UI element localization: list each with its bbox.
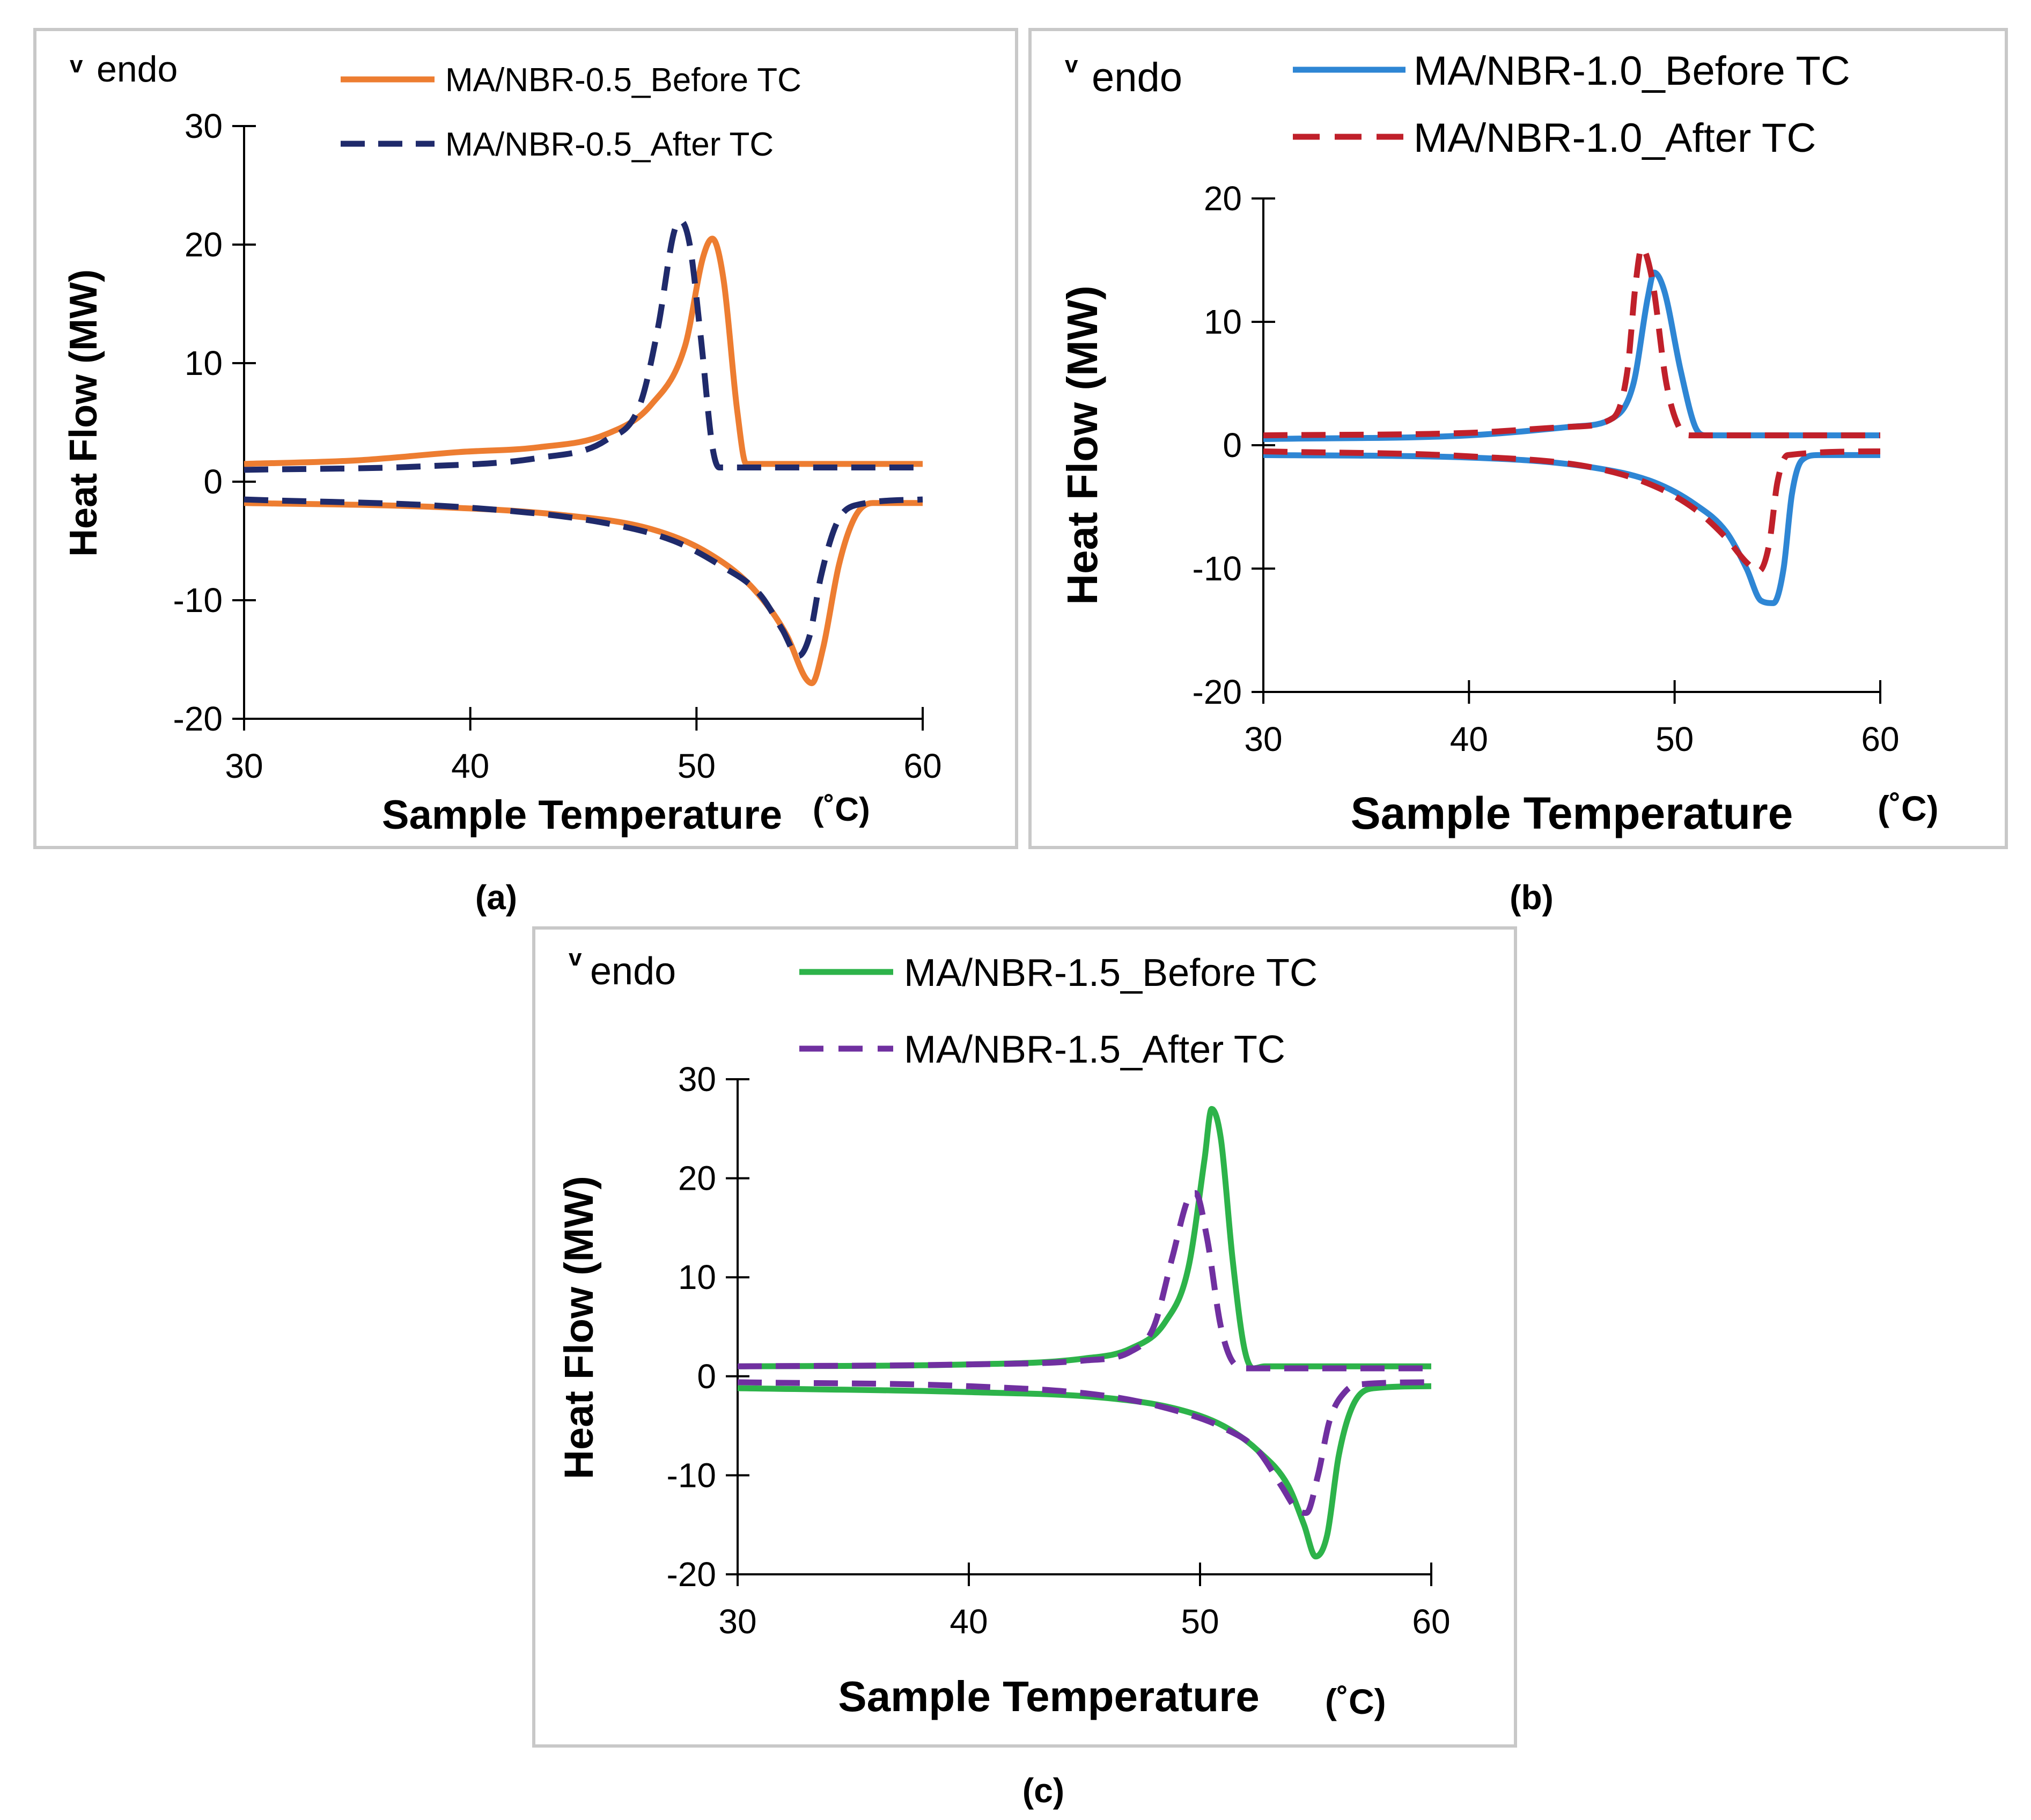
y-tick-label: 20	[1204, 179, 1242, 218]
series-2-heating-line	[244, 218, 923, 473]
legend-label: MA/NBR-1.0_Before TC	[1414, 48, 1850, 94]
panel-c-frame	[532, 926, 1517, 1748]
x-tick-label: 60	[1412, 1602, 1450, 1641]
plot-area: 30 40 50 60 -20 -10 0 10 20 30	[667, 1060, 1451, 1641]
legend-label: MA/NBR-0.5_Before TC	[445, 62, 801, 99]
x-tick-label: 30	[1244, 720, 1282, 758]
series-2-heating-line	[737, 1190, 1431, 1372]
y-axis-label: Heat Flow (MW)	[62, 269, 105, 557]
x-tick-label: 50	[1181, 1602, 1219, 1641]
y-tick-label: -20	[667, 1555, 717, 1594]
x-tick-label: 40	[451, 747, 489, 785]
y-tick-label: 10	[678, 1258, 716, 1296]
x-tick-label: 30	[225, 747, 263, 785]
x-tick-label: 60	[903, 747, 941, 785]
plot-area: 30 40 50 60 -20 -10 0 10 20	[1193, 179, 1900, 758]
x-tick-label: 40	[950, 1602, 988, 1641]
panel-a: v endo MA/NBR-0.5_Before TC MA/NBR-0.5_A…	[33, 28, 1018, 917]
x-tick-label: 30	[718, 1602, 756, 1641]
panel-label: (a)	[475, 878, 517, 917]
y-tick-label: 0	[1223, 426, 1242, 465]
endo-label: endo	[97, 49, 178, 90]
y-tick-label: 10	[185, 344, 223, 382]
endo-marker: v	[569, 945, 582, 971]
x-axis-unit: (˚C)	[1878, 789, 1939, 828]
y-tick-label: 10	[1204, 303, 1242, 341]
y-tick-label: -20	[173, 699, 223, 738]
y-tick-label: 20	[185, 225, 223, 264]
legend-label: MA/NBR-1.5_Before TC	[904, 952, 1318, 994]
endo-label: endo	[590, 950, 676, 993]
panel-b-frame	[1028, 28, 2008, 849]
legend-label: MA/NBR-1.0_After TC	[1414, 115, 1816, 161]
y-tick-label: -10	[173, 581, 223, 620]
x-tick-label: 40	[1450, 720, 1488, 758]
panel-label: (b)	[1510, 878, 1554, 917]
y-tick-label: -20	[1193, 673, 1242, 711]
y-axis-label: Heat Flow (MW)	[556, 1176, 602, 1479]
legend-label: MA/NBR-1.5_After TC	[904, 1028, 1285, 1071]
endo-label: endo	[1092, 55, 1182, 100]
x-axis-unit: (˚C)	[1325, 1682, 1386, 1721]
series-2-cooling-line	[737, 1379, 1432, 1516]
y-tick-label: -10	[1193, 549, 1242, 588]
y-axis-label: Heat Flow (MW)	[1058, 285, 1106, 605]
x-tick-label: 50	[678, 747, 716, 785]
series-2-heating-line	[1263, 245, 1880, 439]
x-axis-label: Sample Temperature	[382, 792, 782, 838]
y-tick-label: 30	[678, 1060, 716, 1099]
series-1-cooling-line	[737, 1383, 1432, 1560]
endo-marker: v	[70, 51, 83, 78]
y-tick-label: 0	[697, 1357, 716, 1396]
panel-label: (c)	[1022, 1771, 1064, 1810]
x-tick-label: 60	[1861, 720, 1899, 758]
plot-area: 30 40 50 60 -20 -10 0 10 20 30	[173, 107, 942, 785]
endo-marker: v	[1065, 51, 1078, 78]
series-2-cooling-line	[1263, 448, 1881, 574]
panel-c: v endo MA/NBR-1.5_Before TC MA/NBR-1.5_A…	[532, 926, 1517, 1810]
legend-label: MA/NBR-0.5_After TC	[445, 126, 774, 163]
series-1-heating-line	[244, 235, 923, 467]
x-axis-unit: (˚C)	[813, 791, 870, 828]
y-tick-label: 20	[678, 1159, 716, 1198]
x-axis-label: Sample Temperature	[838, 1672, 1259, 1720]
y-tick-label: -10	[667, 1456, 717, 1494]
panel-a-frame	[33, 28, 1018, 849]
x-tick-label: 50	[1655, 720, 1694, 758]
y-tick-label: 0	[203, 462, 223, 501]
series-2-cooling-line	[244, 496, 923, 659]
y-tick-label: 30	[185, 107, 223, 145]
panel-b: v endo MA/NBR-1.0_Before TC MA/NBR-1.0_A…	[1028, 28, 2008, 917]
x-axis-label: Sample Temperature	[1351, 788, 1793, 838]
